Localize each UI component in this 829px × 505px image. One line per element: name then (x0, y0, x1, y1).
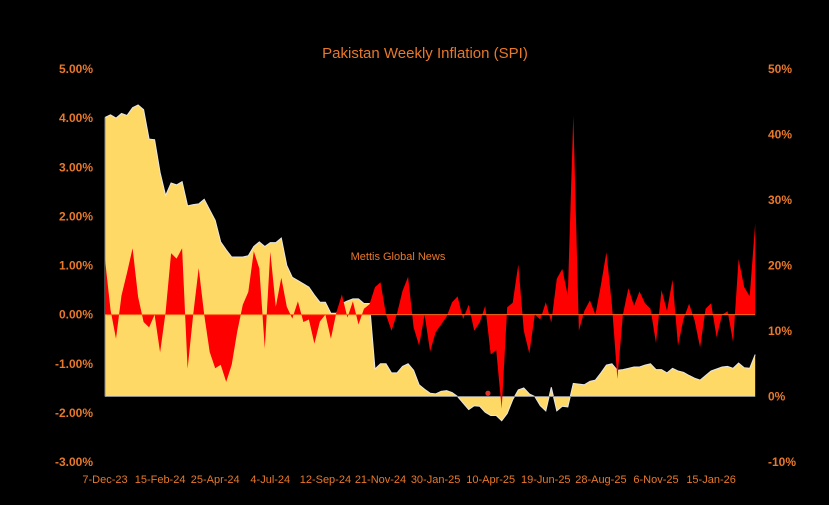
x-tick-label: 4-Jul-24 (250, 474, 290, 486)
left-y-tick-label: -1.00% (55, 357, 93, 371)
x-tick-label: 19-Jun-25 (521, 474, 571, 486)
yoy-area (105, 105, 756, 421)
watermark: Mettis Global News (351, 251, 446, 263)
right-y-tick-label: 20% (768, 259, 792, 273)
right-y-tick-label: 50% (768, 62, 792, 76)
left-y-tick-label: 4.00% (59, 111, 93, 125)
x-tick-label: 6-Nov-25 (633, 474, 678, 486)
x-tick-label: 25-Apr-24 (191, 474, 240, 486)
yoy-line (104, 104, 756, 422)
right-y-tick-label: 30% (768, 193, 792, 207)
right-y-tick-label: 10% (768, 324, 792, 338)
x-tick-label: 15-Jan-26 (686, 474, 736, 486)
left-y-tick-label: 3.00% (59, 160, 93, 174)
left-y-tick-label: 5.00% (59, 62, 93, 76)
left-y-tick-label: -3.00% (55, 455, 93, 469)
right-y-tick-label: 40% (768, 128, 792, 142)
left-y-tick-label: 1.00% (59, 259, 93, 273)
right-y-tick-label: -10% (768, 455, 796, 469)
x-tick-label: 7-Dec-23 (82, 474, 127, 486)
x-tick-label: 15-Feb-24 (135, 474, 186, 486)
marker-dot (485, 390, 491, 396)
left-y-tick-label: -2.00% (55, 406, 93, 420)
left-y-tick-label: 0.00% (59, 308, 93, 322)
right-y-tick-label: 0% (768, 390, 786, 404)
wow-area (105, 115, 756, 409)
chart-title: Pakistan Weekly Inflation (SPI) (322, 45, 528, 62)
x-tick-label: 12-Sep-24 (300, 474, 351, 486)
x-tick-label: 10-Apr-25 (466, 474, 515, 486)
x-tick-label: 21-Nov-24 (355, 474, 406, 486)
x-tick-label: 28-Aug-25 (575, 474, 626, 486)
x-tick-label: 30-Jan-25 (411, 474, 461, 486)
left-y-tick-label: 2.00% (59, 209, 93, 223)
